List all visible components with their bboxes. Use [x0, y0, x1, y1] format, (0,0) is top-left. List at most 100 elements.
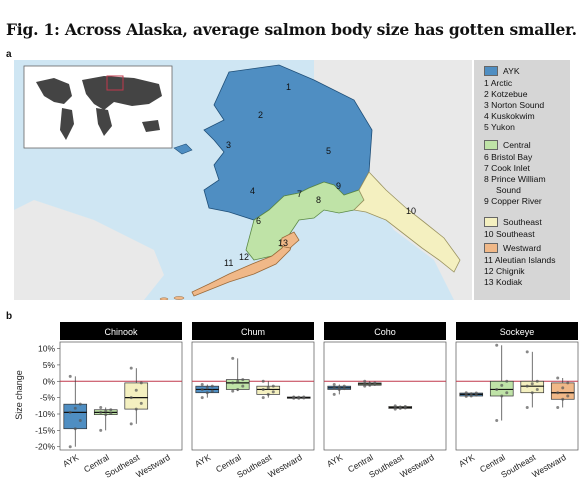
box-iqr: [489, 380, 514, 397]
data-point: [68, 445, 72, 449]
facet-header: [456, 322, 578, 340]
y-tick-label: -20%: [35, 442, 55, 452]
x-tick-label: AYK: [457, 452, 476, 469]
st-lawrence-island: [173, 143, 193, 155]
region-number-6: 6: [256, 216, 261, 226]
data-point: [210, 389, 214, 393]
data-point: [73, 406, 77, 410]
region-central: [245, 181, 365, 261]
legend-group-southeast: Southeast: [503, 217, 542, 227]
data-point: [261, 396, 265, 400]
y-tick-label: -15%: [35, 425, 55, 435]
data-point: [104, 409, 108, 413]
data-point: [109, 408, 113, 412]
data-point: [200, 396, 204, 400]
data-point: [205, 391, 209, 395]
legend-group-westward: Westward: [503, 243, 542, 253]
data-point: [464, 391, 468, 395]
legend-region: 11 Aleutian Islands: [484, 255, 556, 265]
data-point: [535, 387, 539, 391]
data-point: [241, 384, 245, 388]
data-point: [134, 388, 138, 392]
legend-region: 2 Kotzebue: [484, 89, 528, 99]
data-point: [469, 394, 473, 398]
data-point: [474, 393, 478, 397]
data-point: [104, 413, 108, 417]
data-point: [525, 384, 529, 388]
data-point: [78, 419, 82, 423]
region-number-11: 11: [224, 258, 233, 268]
data-point: [266, 386, 270, 390]
kodiak-island: [279, 231, 300, 249]
data-point: [505, 379, 509, 383]
facet-plot-area: [191, 341, 315, 451]
x-tick-label: AYK: [193, 452, 212, 469]
data-point: [342, 387, 346, 391]
data-point: [231, 381, 235, 385]
data-point: [495, 419, 499, 423]
data-point: [129, 396, 133, 400]
figure-title: Fig. 1: Across Alaska, average salmon bo…: [6, 20, 577, 39]
facet-title: Chum: [241, 327, 265, 337]
facet-title: Sockeye: [500, 327, 535, 337]
facet-header: [60, 322, 182, 340]
y-tick-label: -5%: [40, 393, 56, 403]
y-tick-label: 5%: [43, 360, 56, 370]
data-point: [363, 379, 367, 383]
alaska-region-map: 1 2 3 4 5 6 7 8 9 10 11 12 13: [14, 60, 472, 300]
x-tick-label: AYK: [61, 452, 80, 469]
panel-a-label: a: [6, 49, 12, 60]
data-point: [292, 395, 296, 399]
region-number-10: 10: [406, 206, 416, 216]
legend-region: 7 Cook Inlet: [484, 163, 530, 173]
data-point: [205, 386, 209, 390]
region-number-8: 8: [316, 195, 321, 205]
data-point: [231, 356, 235, 360]
data-point: [363, 384, 367, 388]
legend-region: 4 Kuskokwim: [484, 111, 535, 121]
data-point: [200, 387, 204, 391]
data-point: [332, 386, 336, 390]
data-point: [469, 392, 473, 396]
region-number-3: 3: [226, 140, 231, 150]
data-point: [99, 405, 103, 409]
region-number-13: 13: [278, 238, 288, 248]
data-point: [332, 383, 336, 387]
legend-swatch-central: [484, 140, 498, 150]
data-point: [236, 379, 240, 383]
russia-landmass: [14, 200, 164, 300]
data-point: [556, 405, 560, 409]
data-point: [99, 410, 103, 414]
data-point: [261, 379, 265, 383]
data-point: [73, 427, 77, 431]
data-point: [78, 402, 82, 406]
y-tick-label: 10%: [38, 344, 55, 354]
data-point: [129, 366, 133, 370]
legend-region: 1 Arctic: [484, 78, 513, 88]
data-point: [566, 381, 570, 385]
legend-region: 3 Norton Sound: [484, 100, 545, 110]
legend-swatch-ayk: [484, 66, 498, 76]
data-point: [332, 392, 336, 396]
y-tick-label: -10%: [35, 409, 55, 419]
data-point: [403, 404, 407, 408]
data-point: [200, 383, 204, 387]
legend-region: Sound: [496, 185, 521, 195]
x-tick-label: Westward: [266, 452, 304, 480]
legend-group-ayk: AYK: [503, 66, 520, 76]
data-point: [68, 374, 72, 378]
facet-title: Coho: [374, 327, 396, 337]
data-point: [525, 405, 529, 409]
box-iqr: [124, 382, 149, 410]
legend-group-central: Central: [503, 140, 531, 150]
legend-swatch-southeast: [484, 217, 498, 227]
region-number-1: 1: [286, 82, 291, 92]
data-point: [271, 384, 275, 388]
panel-b-label: b: [6, 311, 13, 322]
data-point: [495, 387, 499, 391]
data-point: [241, 378, 245, 382]
region-southeast: [353, 171, 461, 273]
y-tick-label: 0%: [43, 376, 56, 386]
legend-region: 5 Yukon: [484, 122, 515, 132]
data-point: [398, 405, 402, 409]
